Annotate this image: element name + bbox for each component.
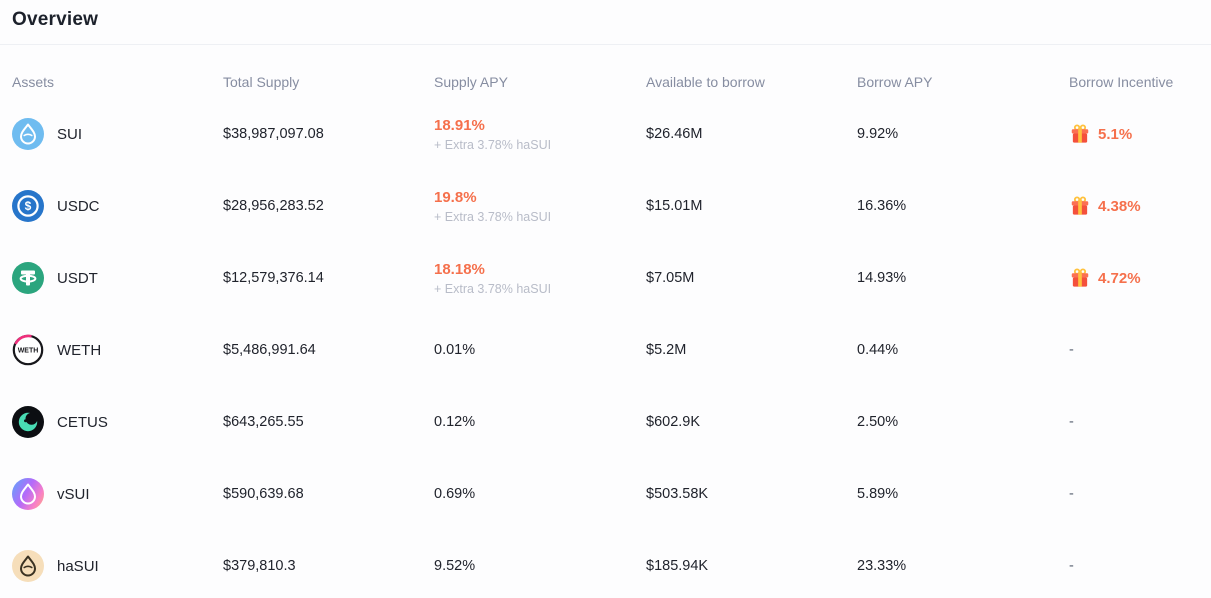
borrow-apy-value: 23.33% [857,558,907,574]
hasui-token-icon [12,550,44,582]
sui-token-icon [12,118,44,150]
column-header-supply-apy: Supply APY [434,74,508,90]
asset-name: WETH [57,341,102,359]
usdt-token-icon [12,262,44,294]
gift-icon [1069,267,1091,289]
asset-name: SUI [57,125,83,143]
asset-name: vSUI [57,485,90,503]
supply-apy-value: 0.69% [434,486,476,502]
column-header-assets: Assets [12,74,55,90]
asset-name: USDT [57,269,98,287]
asset-name: CETUS [57,413,108,431]
asset-name: USDC [57,197,100,215]
total-supply-value: $643,265.55 [223,414,304,430]
available-to-borrow-value: $185.94K [646,558,709,574]
borrow-incentive-value: 4.72% [1098,269,1141,287]
supply-apy-value: 18.18% [434,260,485,278]
borrow-incentive-value: - [1069,342,1074,358]
borrow-incentive-value: 4.38% [1098,197,1141,215]
usdc-token-icon: $ [12,190,44,222]
table-row-weth[interactable]: WETH WETH $5,486,991.64 0.01% $5.2M 0.44… [0,314,1211,386]
supply-apy-value: 9.52% [434,558,476,574]
vsui-token-icon [12,478,44,510]
table-row-usdt[interactable]: USDT $12,579,376.14 18.18% + Extra 3.78%… [0,242,1211,314]
column-header-available-to-borrow: Available to borrow [646,74,765,90]
borrow-apy-value: 0.44% [857,342,899,358]
borrow-apy-value: 16.36% [857,198,907,214]
supply-apy-extra: + Extra 3.78% haSUI [434,137,552,152]
available-to-borrow-value: $602.9K [646,414,701,430]
total-supply-value: $12,579,376.14 [223,270,324,286]
supply-apy-value: 18.91% [434,116,485,134]
total-supply-value: $590,639.68 [223,486,304,502]
table-row-hasui[interactable]: haSUI $379,810.3 9.52% $185.94K 23.33% - [0,530,1211,598]
table-row-vsui[interactable]: vSUI $590,639.68 0.69% $503.58K 5.89% - [0,458,1211,530]
column-header-borrow-apy: Borrow APY [857,74,933,90]
gift-icon [1069,123,1091,145]
borrow-incentive-value: - [1069,558,1074,574]
supply-apy-value: 0.01% [434,342,476,358]
supply-apy-extra: + Extra 3.78% haSUI [434,209,552,224]
available-to-borrow-value: $15.01M [646,198,703,214]
table-row-cetus[interactable]: CETUS $643,265.55 0.12% $602.9K 2.50% - [0,386,1211,458]
available-to-borrow-value: $5.2M [646,342,687,358]
asset-name: haSUI [57,557,99,575]
total-supply-value: $38,987,097.08 [223,126,324,142]
borrow-apy-value: 9.92% [857,126,899,142]
table-row-sui[interactable]: SUI $38,987,097.08 18.91% + Extra 3.78% … [0,98,1211,170]
borrow-incentive-value: - [1069,486,1074,502]
cetus-token-icon [12,406,44,438]
available-to-borrow-value: $26.46M [646,126,703,142]
table-row-usdc[interactable]: $ USDC $28,956,283.52 19.8% + Extra 3.78… [0,170,1211,242]
total-supply-value: $28,956,283.52 [223,198,324,214]
total-supply-value: $5,486,991.64 [223,342,316,358]
supply-apy-extra: + Extra 3.78% haSUI [434,281,552,296]
borrow-incentive-value: - [1069,414,1074,430]
available-to-borrow-value: $7.05M [646,270,695,286]
svg-text:WETH: WETH [18,348,39,355]
column-header-total-supply: Total Supply [223,74,300,90]
gift-icon [1069,195,1091,217]
overview-header: Overview [0,0,1211,45]
borrow-apy-value: 2.50% [857,414,899,430]
available-to-borrow-value: $503.58K [646,486,709,502]
borrow-apy-value: 5.89% [857,486,899,502]
total-supply-value: $379,810.3 [223,558,296,574]
supply-apy-value: 19.8% [434,188,477,206]
borrow-incentive-value: 5.1% [1098,125,1133,143]
supply-apy-value: 0.12% [434,414,476,430]
weth-token-icon: WETH [12,334,44,366]
table-header-row: Assets Total Supply Supply APY Available… [0,45,1211,98]
page-title: Overview [12,9,99,30]
column-header-borrow-incentive: Borrow Incentive [1069,74,1174,90]
svg-text:$: $ [25,199,32,213]
borrow-apy-value: 14.93% [857,270,907,286]
